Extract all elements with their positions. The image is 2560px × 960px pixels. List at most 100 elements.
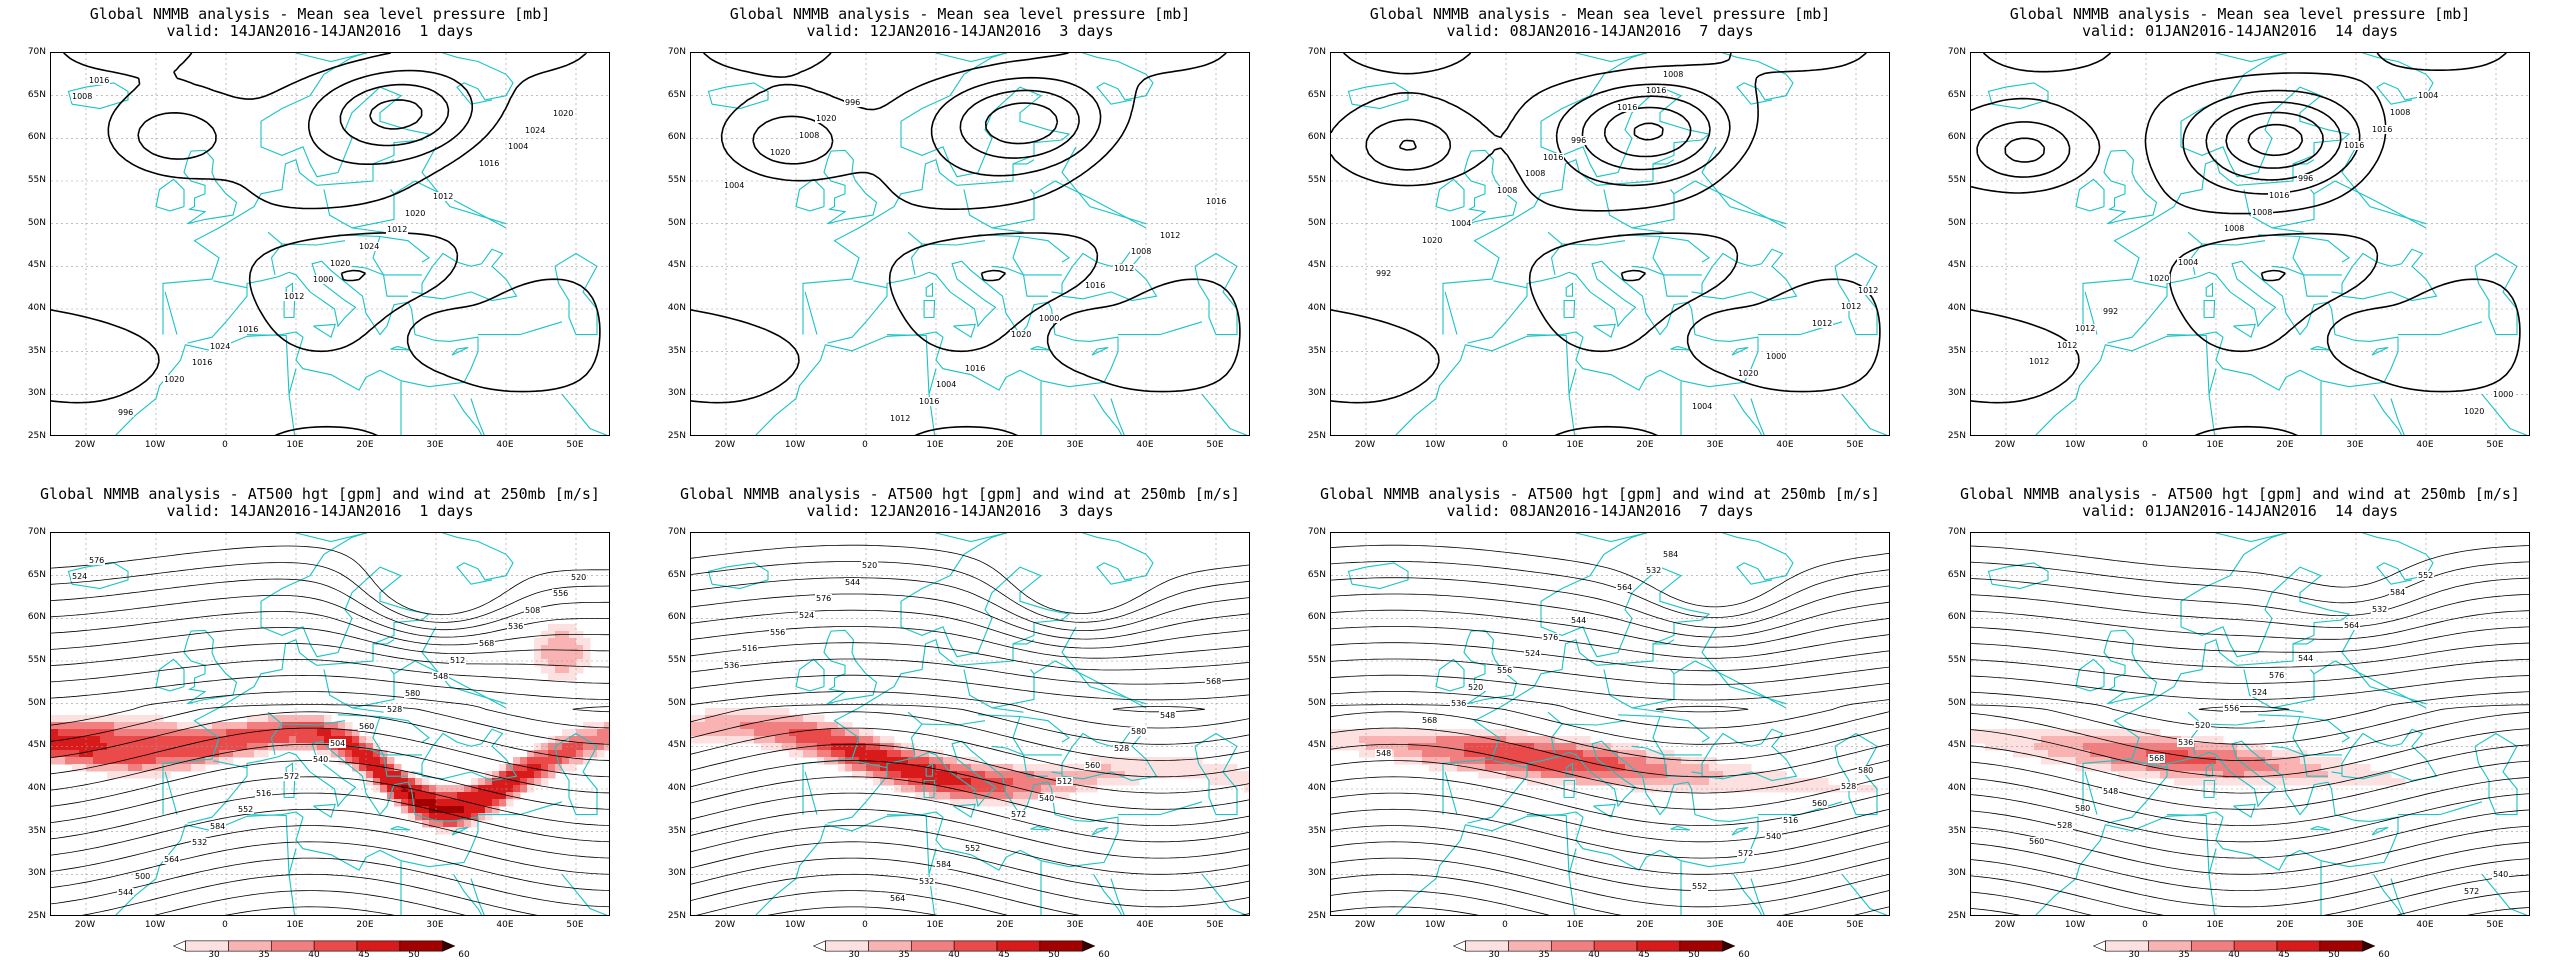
lon-tick-label: 20W [1994,920,2016,930]
contour-label: 1020 [163,375,186,384]
contour-label: 524 [71,572,89,581]
map-canvas [51,53,609,435]
coastlines [67,533,608,915]
contour-label: 572 [283,772,301,781]
lon-tick-label: 10E [286,440,304,450]
contour-label: 1012 [283,292,306,301]
lon-tick-label: 20W [74,920,96,930]
map-area: 524 528 532 536 540 544 548 552 556 560 564 568 572 5… [1970,532,2530,916]
lon-tick-label: 10W [1424,440,1446,450]
lon-tick-label: 10W [144,920,166,930]
colorbar-swatch [1465,940,1509,952]
contour-label: 1004 [935,380,958,389]
lon-tick-label: 10W [144,440,166,450]
lat-tick-label: 30N [1947,868,1966,879]
panel-title: Global NMMB analysis - AT500 hgt [gpm] a… [1960,485,2520,503]
lat-tick-label: 35N [667,345,686,356]
lat-tick-label: 40N [667,783,686,793]
contour-label: 576 [2268,671,2286,680]
panel-title: Global NMMB analysis - AT500 hgt [gpm] a… [680,485,1240,503]
lon-tick-label: 40E [1776,920,1794,930]
contour-label: 1012 [1857,286,1880,295]
graticule [691,533,1249,915]
colorbar-swatch [953,940,998,952]
contour-label: 584 [2389,588,2407,597]
lat-tick-label: 40N [27,303,46,313]
lat-tick-label: 30N [1307,388,1326,399]
colorbar-tick-label: 50 [408,950,420,960]
colorbar-tick-label: 35 [1538,950,1550,960]
lon-tick-label: 30E [1066,440,1084,450]
contours [691,53,1241,435]
contour-label: 1012 [386,225,409,234]
lat-tick-label: 30N [27,388,46,399]
contour-label: 1016 [1542,153,1565,162]
map-canvas [1971,53,2529,435]
lat-tick-label: 60N [1307,132,1326,143]
contour-label: 560 [2028,837,2046,846]
contours [1331,544,1889,915]
lon-tick-label: 50E [1846,440,1864,450]
contour-label: 1012 [2028,357,2051,366]
map-area: 524 528 532 536 540 544 548 552 556 560 564 568 572 5… [690,532,1250,916]
contour-label: 568 [2148,754,2166,763]
lat-tick-label: 60N [1307,612,1326,623]
contour-label: 536 [1450,699,1468,708]
map-area: 524 528 532 536 540 544 548 552 556 560 564 568 572 5… [1330,532,1890,916]
contour-label: 1020 [1421,236,1444,245]
graticule [51,53,609,435]
contour-label: 532 [918,877,936,886]
lat-tick-label: 65N [667,569,686,580]
contour-label: 996 [1570,136,1588,145]
lat-tick-label: 70N [667,527,686,537]
contour-label: 1008 [71,92,94,101]
panel-subtitle: valid: 01JAN2016-14JAN2016 14 days [2081,502,2399,520]
wind-shading [1971,729,2406,786]
lon-tick-label: 50E [566,920,584,930]
contour-label: 996 [2297,174,2315,183]
contour-label: 580 [404,689,422,698]
coastlines [1347,533,1888,915]
graticule [1331,53,1889,435]
contour-label: 524 [1524,649,1542,658]
colorbar-tick-label: 45 [998,950,1010,960]
lat-tick-label: 45N [1307,260,1326,271]
lon-tick-label: 0 [2142,920,2148,930]
lat-tick-label: 50N [667,697,686,708]
lon-tick-label: 50E [2486,440,2504,450]
contour-label: 992 [1375,269,1393,278]
contour-label: 540 [1038,794,1056,803]
map-area: 1008 1012 1016 1004 1000 996 1012 1016 1020 1024 1… [50,52,610,436]
contour-label: 508 [524,606,542,615]
map-canvas [1331,533,1889,915]
contour-label: 1000 [2492,390,2515,399]
lat-tick-label: 40N [1947,783,1966,793]
map-canvas [51,533,609,915]
contour-label: 520 [2194,721,2212,730]
contour-label: 1016 [964,364,987,373]
lat-tick-label: 60N [27,132,46,143]
lon-tick-label: 40E [1776,440,1794,450]
lat-tick-label: 30N [667,388,686,399]
lat-tick-label: 55N [1307,655,1326,665]
contour-label: 1024 [358,242,381,251]
contour-label: 1016 [88,76,111,85]
contour-label: 1020 [404,209,427,218]
panel-subtitle: valid: 01JAN2016-14JAN2016 14 days [2081,22,2399,40]
lon-tick-label: 30E [426,440,444,450]
lat-tick-label: 60N [1947,132,1966,143]
coastlines [1347,53,1888,435]
contour-label: 1016 [1645,86,1668,95]
colorbar-swatch [2319,940,2364,952]
contour-label: 540 [2492,870,2510,879]
colorbar-tick-label: 40 [308,950,320,960]
lon-tick-label: 50E [566,440,584,450]
contour-label: 1012 [1840,302,1863,311]
lon-tick-label: 30E [1706,920,1724,930]
colorbar-swatch [313,940,358,952]
colorbar-tick-label: 30 [848,950,860,960]
colorbar-swatch [1679,940,1724,952]
lat-tick-label: 25N [667,911,686,921]
contour-label: 536 [723,661,741,670]
contour-label: 1008 [798,131,821,140]
